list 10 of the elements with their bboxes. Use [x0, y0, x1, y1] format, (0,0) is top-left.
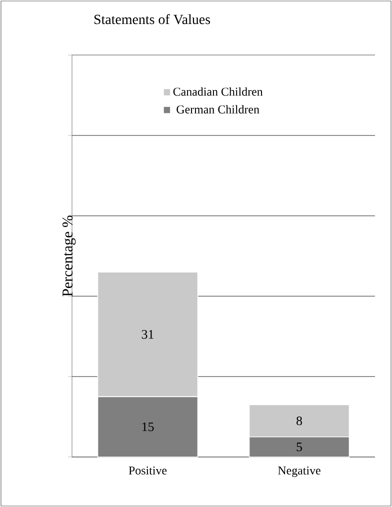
data-label: 8 [296, 416, 302, 426]
y-axis-title: Percentage % [62, 216, 76, 296]
legend-label: Canadian Children [173, 87, 263, 96]
x-tick-label: Negative [278, 466, 320, 478]
x-tick-label: Positive [128, 466, 167, 475]
data-label: 15 [142, 422, 154, 432]
chart-title: Statements of Values [94, 14, 210, 24]
data-label: 31 [142, 330, 154, 339]
data-label: 5 [296, 442, 302, 452]
legend-label: German Children [176, 105, 260, 114]
